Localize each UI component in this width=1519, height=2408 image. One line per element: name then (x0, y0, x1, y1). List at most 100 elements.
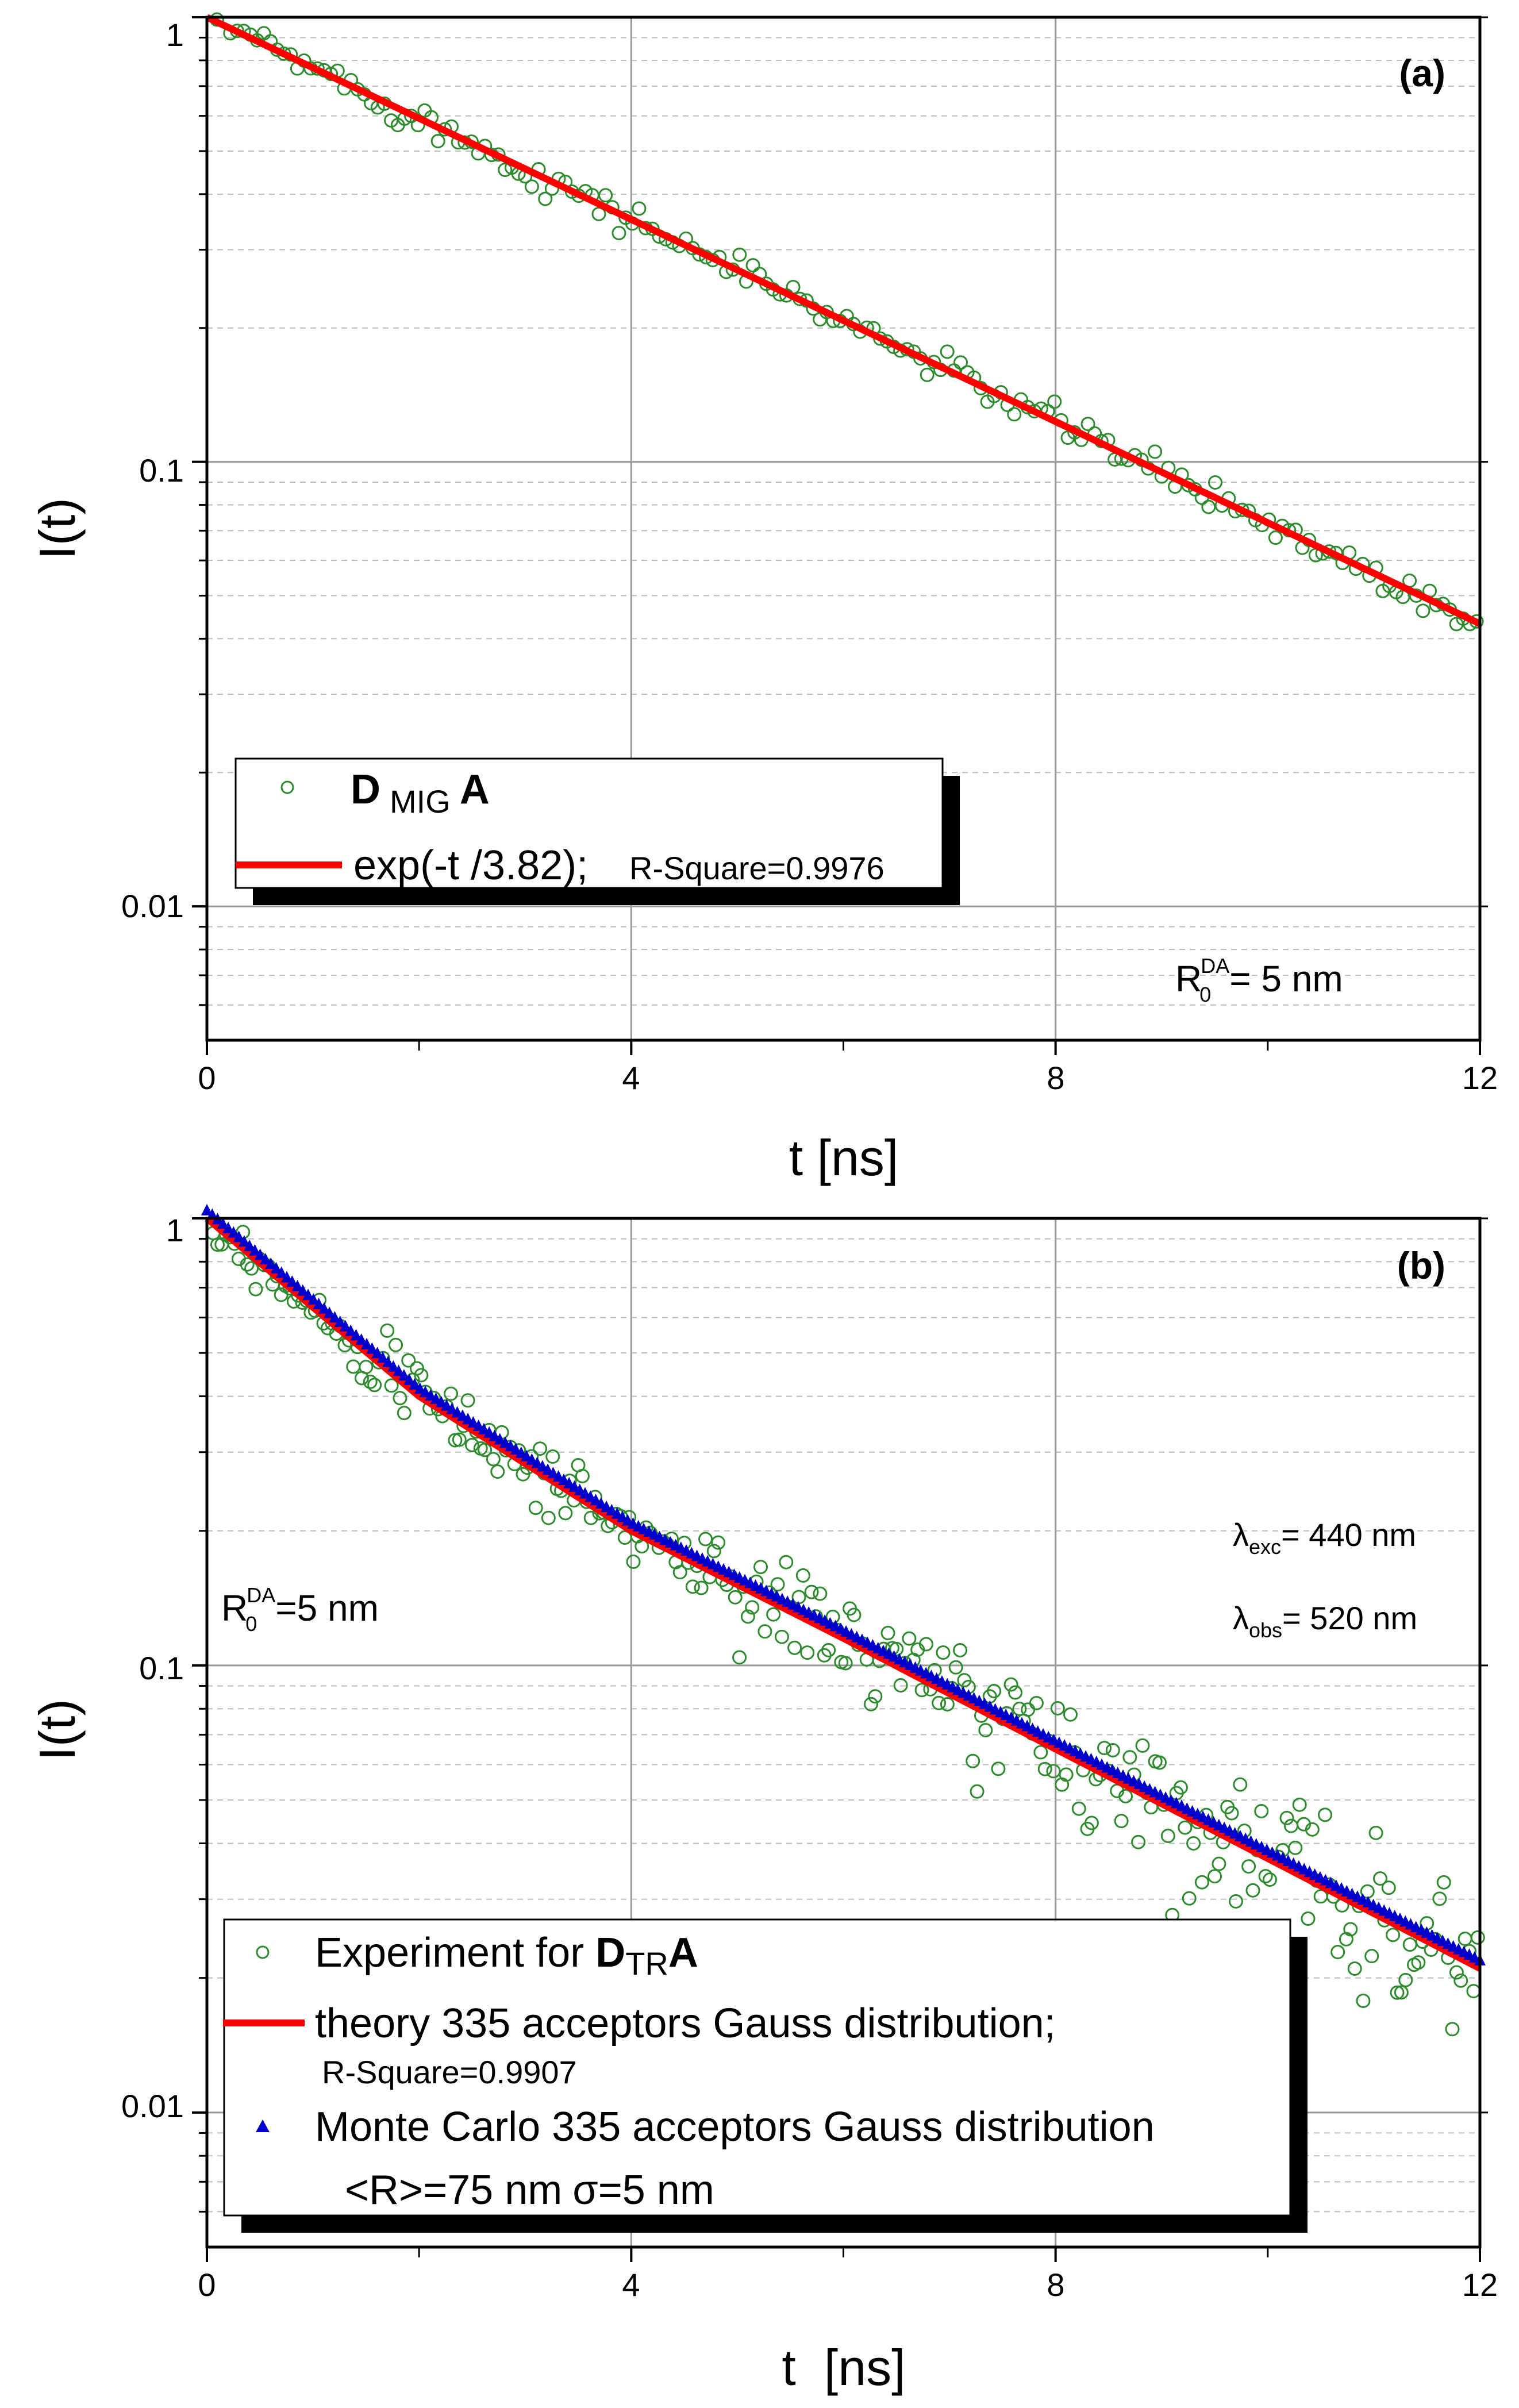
data-point-a (940, 344, 955, 359)
legend-a-scatter-label: D MIG A (351, 767, 490, 820)
legend-b-exp-label: Experiment for DTRA (315, 1930, 698, 1982)
data-point-b (1063, 1707, 1078, 1722)
data-point-b (1386, 1928, 1401, 1942)
ytick-label-b-0.1: 0.1 (139, 1650, 184, 1686)
ytick-label-b-0.01: 0.01 (121, 2088, 184, 2124)
mc-point-b (201, 1203, 213, 1215)
y-axis-label-a: I(t) (29, 498, 86, 560)
panel-a: 1 0.1 0.01 0 4 8 12 t [ns] I(t) (a) R0DA… (29, 12, 1498, 1186)
data-point-b (732, 1650, 747, 1665)
fit-line-a (205, 14, 1482, 627)
mc-point-b (387, 1360, 399, 1372)
mc-point-b (366, 1342, 378, 1354)
data-point-b (583, 1510, 598, 1525)
mc-point-b (382, 1355, 394, 1367)
ytick-label-a-0.01: 0.01 (121, 888, 184, 924)
data-point-b (711, 1535, 726, 1550)
data-point-b (1449, 1965, 1464, 1980)
data-point-b (486, 1452, 501, 1467)
data-point-b (672, 1565, 687, 1580)
data-point-b (1466, 1984, 1481, 1999)
mc-point-b (398, 1369, 410, 1381)
ticks-a (192, 16, 1488, 1055)
data-point-b (1381, 1880, 1396, 1895)
data-point-b (978, 1723, 993, 1738)
data-point-b (367, 1378, 382, 1393)
mc-point-b (281, 1271, 293, 1283)
data-point-b (1241, 1859, 1256, 1874)
data-point-b (918, 1637, 933, 1652)
legend-b-mc-params: <R>=75 nm σ=5 nm (345, 2167, 714, 2213)
data-point-a (1208, 475, 1223, 490)
mc-point-b (355, 1333, 367, 1345)
data-point-b (240, 1257, 255, 1272)
legend-b-exp-tail: A (668, 1930, 698, 1976)
data-point-a (598, 188, 613, 203)
mc-point-b (403, 1374, 416, 1386)
data-point-b (1279, 1810, 1294, 1825)
r0-value-a: = 5 nm (1229, 958, 1343, 999)
r0-value-b: =5 nm (275, 1587, 379, 1629)
legend-b: Experiment for DTRA theory 335 acceptors… (223, 1918, 1308, 2233)
data-point-b (1105, 1742, 1120, 1757)
data-point-b (936, 1645, 951, 1660)
legend-a-fit-r2: R-Square=0.9976 (629, 850, 885, 886)
legend-b-exp-marker (256, 1945, 270, 1959)
data-point-b (1453, 1973, 1468, 1988)
x-axis-label-a: t [ns] (789, 1129, 899, 1186)
mc-point-b (393, 1364, 405, 1376)
data-point-b (698, 1532, 713, 1547)
mc-point-b (291, 1279, 303, 1291)
data-point-b (1037, 1761, 1052, 1776)
legend-b-mc-marker (256, 2119, 270, 2132)
legend-a-fit-label: exp(-t /3.82); (353, 843, 588, 888)
data-point-b (1258, 1869, 1273, 1884)
data-point-b (389, 1337, 403, 1352)
mc-point-b (376, 1351, 389, 1363)
data-point-b (948, 1660, 963, 1675)
data-point-b (787, 1640, 802, 1655)
data-point-b (1470, 1930, 1485, 1945)
data-point-b (1330, 1945, 1345, 1960)
data-point-a (612, 225, 626, 240)
legend-b-exp-main: D (595, 1930, 625, 1976)
data-point-b (558, 1506, 573, 1521)
r0-annotation-b: R0 DA=5 nm (221, 1583, 379, 1636)
data-point-b (800, 1645, 815, 1660)
xtick-label-a-8: 8 (1047, 1060, 1064, 1096)
data-point-b (363, 1374, 378, 1389)
data-point-b (248, 1282, 263, 1297)
xtick-label-a-0: 0 (198, 1060, 216, 1096)
data-point-b (545, 1449, 560, 1464)
legend-b-exp-prefix: Experiment for (315, 1930, 595, 1976)
data-point-b (770, 1577, 785, 1592)
mc-point-b (217, 1217, 229, 1229)
data-point-b (863, 1697, 878, 1711)
mc-point-b (270, 1261, 282, 1274)
xtick-label-a-4: 4 (622, 1060, 640, 1096)
data-point-b (1071, 1801, 1086, 1816)
data-point-a (1080, 417, 1095, 432)
ticks-b (192, 1217, 1488, 2262)
data-point-b (244, 1261, 259, 1276)
data-point-b (1318, 1807, 1333, 1822)
mc-point-b (222, 1221, 234, 1233)
legend-a-scatter-main: D (351, 767, 380, 813)
mc-point-b (259, 1253, 271, 1265)
data-point-b (1212, 1856, 1226, 1871)
xtick-label-a-12: 12 (1462, 1060, 1498, 1096)
lambda-exc-subscript: exc (1249, 1535, 1281, 1559)
mc-point-b (275, 1266, 287, 1278)
data-point-b (745, 1600, 760, 1615)
data-point-b (397, 1406, 412, 1421)
data-point-b (1114, 1814, 1129, 1829)
mc-point-b (228, 1226, 240, 1238)
x-axis-label-b: t [ns] (782, 2339, 905, 2396)
data-point-b (401, 1353, 416, 1368)
data-point-b (1084, 1815, 1099, 1830)
legend-a-scatter-sub: MIG (390, 783, 451, 820)
data-point-b (774, 1629, 789, 1644)
data-point-b (1364, 1949, 1379, 1964)
data-point-b (1160, 1829, 1175, 1844)
data-point-b (1432, 1891, 1447, 1906)
